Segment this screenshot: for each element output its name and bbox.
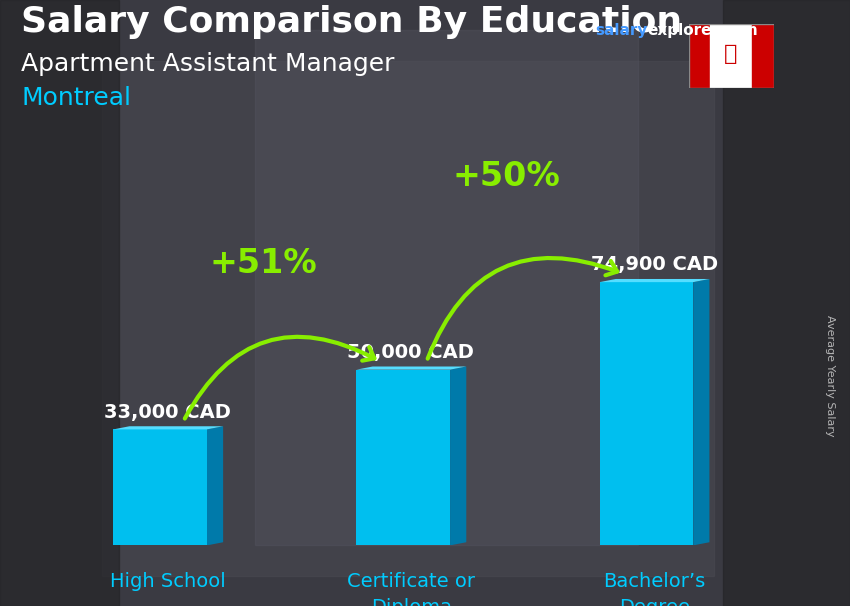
Polygon shape [356,367,467,370]
Text: 50,000 CAD: 50,000 CAD [348,343,474,362]
Bar [710,24,752,88]
Text: Certificate or
Diploma: Certificate or Diploma [348,572,475,606]
Bar [722,0,850,606]
Text: Apartment Assistant Manager: Apartment Assistant Manager [21,52,394,76]
Text: High School: High School [110,572,226,591]
Text: Average Yearly Salary: Average Yearly Salary [824,315,835,436]
Bar [599,282,694,545]
Text: Salary Comparison By Education: Salary Comparison By Education [21,5,683,39]
Polygon shape [207,426,223,545]
Bar [255,30,638,545]
Bar [113,430,207,545]
Text: 33,000 CAD: 33,000 CAD [105,402,231,422]
Text: Bachelor’s
Degree: Bachelor’s Degree [604,572,706,606]
Text: 🍁: 🍁 [724,44,738,64]
Text: salary: salary [595,22,648,38]
Text: explorer.com: explorer.com [648,22,758,38]
Bar [102,61,714,576]
Bar [0,0,119,606]
Text: 74,900 CAD: 74,900 CAD [591,255,717,275]
Polygon shape [113,426,223,430]
Bar [752,24,774,88]
Polygon shape [694,279,710,545]
Polygon shape [450,367,467,545]
Text: +50%: +50% [453,160,561,193]
Bar [356,370,450,545]
Text: +51%: +51% [210,247,317,281]
Bar [688,24,710,88]
Text: Montreal: Montreal [21,86,131,110]
Polygon shape [599,279,710,282]
